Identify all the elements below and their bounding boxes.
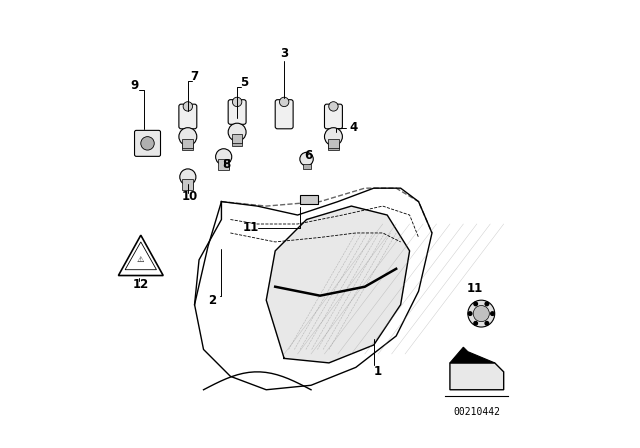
Text: 2: 2 — [209, 293, 216, 307]
Text: 9: 9 — [130, 78, 138, 92]
FancyBboxPatch shape — [275, 99, 293, 129]
Circle shape — [216, 149, 232, 165]
Text: 3: 3 — [280, 47, 288, 60]
Circle shape — [468, 312, 472, 315]
Bar — [182, 179, 193, 190]
Text: ⚠: ⚠ — [137, 255, 145, 264]
Circle shape — [141, 137, 154, 150]
Circle shape — [183, 102, 193, 111]
Text: 1: 1 — [374, 365, 382, 379]
Text: 11: 11 — [467, 282, 483, 296]
Bar — [182, 139, 193, 148]
Text: 00210442: 00210442 — [453, 407, 500, 417]
Bar — [182, 143, 193, 150]
Text: 8: 8 — [222, 158, 230, 172]
Polygon shape — [450, 363, 504, 390]
Circle shape — [485, 302, 489, 306]
Bar — [219, 163, 228, 169]
FancyBboxPatch shape — [134, 130, 161, 156]
Circle shape — [280, 97, 289, 107]
Circle shape — [474, 302, 477, 306]
Circle shape — [474, 322, 477, 325]
Bar — [303, 164, 310, 169]
FancyBboxPatch shape — [324, 104, 342, 129]
Text: 4: 4 — [349, 121, 358, 134]
Text: 11: 11 — [243, 221, 259, 234]
Text: 6: 6 — [305, 149, 313, 163]
Text: 7: 7 — [191, 69, 198, 83]
Text: 10: 10 — [182, 190, 198, 203]
Bar — [232, 134, 243, 143]
Circle shape — [324, 128, 342, 146]
Bar — [300, 195, 318, 204]
Bar — [218, 159, 229, 170]
Circle shape — [491, 312, 494, 315]
Bar — [328, 139, 339, 148]
Circle shape — [329, 102, 338, 111]
Bar — [328, 143, 339, 150]
Circle shape — [180, 169, 196, 185]
Circle shape — [468, 300, 495, 327]
Text: 5: 5 — [240, 76, 248, 90]
Circle shape — [300, 152, 314, 166]
Circle shape — [228, 123, 246, 141]
Circle shape — [179, 128, 197, 146]
Bar — [183, 183, 193, 189]
Circle shape — [473, 306, 490, 322]
Text: 12: 12 — [132, 278, 149, 291]
FancyBboxPatch shape — [228, 99, 246, 125]
FancyBboxPatch shape — [179, 104, 197, 129]
Polygon shape — [266, 206, 410, 363]
Polygon shape — [450, 347, 495, 363]
Circle shape — [232, 97, 242, 107]
Circle shape — [485, 322, 489, 325]
Bar — [232, 138, 243, 146]
